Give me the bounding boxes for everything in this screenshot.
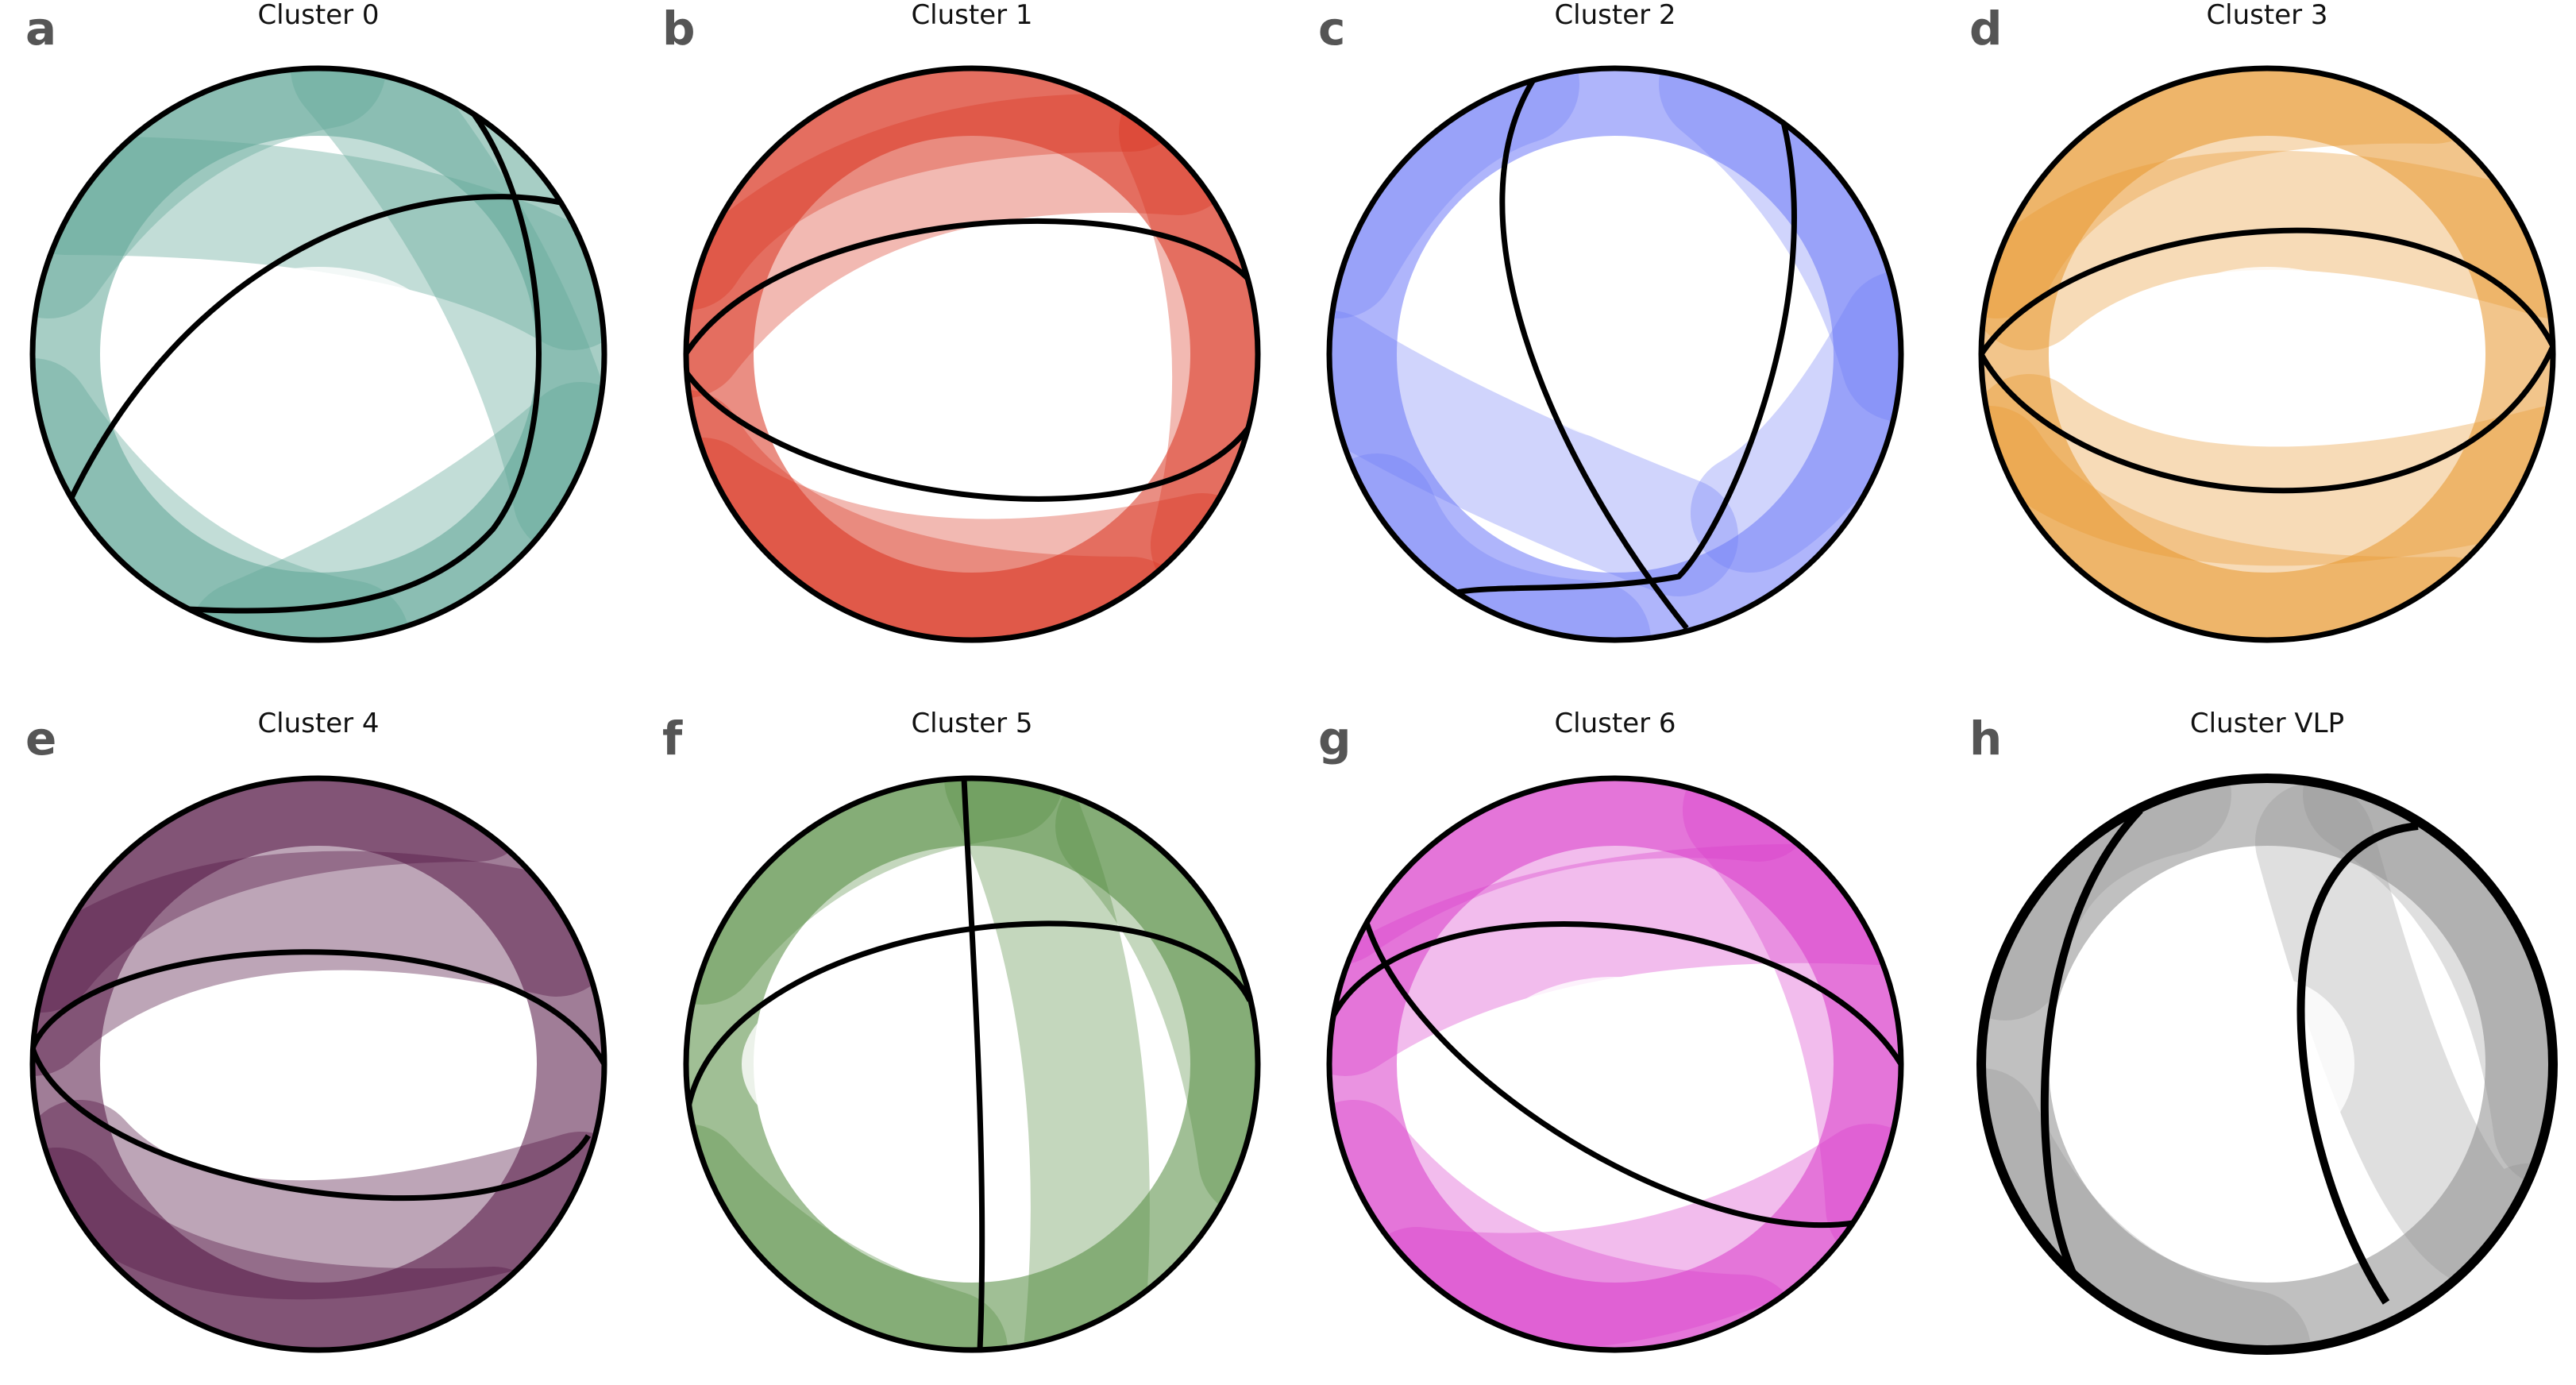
solution-band-3 [33, 68, 386, 318]
solution-band-2 [686, 93, 1238, 398]
nodal-plane-2 [1456, 115, 1797, 596]
panel-title: Cluster 5 [911, 708, 1032, 739]
panel-h: h Cluster VLP [1969, 708, 2558, 1355]
dilatation-region [183, 977, 453, 1152]
solution-band-3 [33, 1100, 604, 1300]
nodal-plane-2 [686, 920, 1253, 1128]
solution-band-1 [1329, 1100, 1802, 1350]
solution-band-2 [1659, 68, 1901, 422]
nodal-plane-1 [1981, 227, 2553, 356]
dilatation-region [837, 267, 1107, 442]
panel-letter: b [662, 2, 696, 56]
solution-band-1 [33, 358, 410, 640]
solution-band-4 [1357, 1124, 1901, 1350]
nodal-plane-2 [1981, 345, 2553, 494]
panel-title: Cluster 3 [2206, 0, 2327, 31]
panel-title: Cluster 6 [1554, 708, 1676, 739]
panel-title: Cluster 1 [911, 0, 1032, 31]
dilatation-region [742, 977, 1012, 1152]
solution-band-2 [2303, 778, 2553, 1187]
solution-band-2 [944, 778, 1150, 1350]
panel-f: f Cluster 5 [662, 708, 1261, 1353]
nodal-plane-1 [1499, 75, 1689, 631]
beachball-outline [683, 775, 1261, 1353]
nodal-plane-2 [33, 1047, 591, 1202]
solution-band-3 [1055, 778, 1258, 1219]
beachball-outline [1978, 65, 2556, 643]
panel-letter: g [1318, 712, 1352, 766]
panel-e: e Cluster 4 [25, 708, 607, 1353]
nodal-plane-2 [2296, 822, 2419, 1305]
solution-band-2 [1981, 150, 2553, 350]
dilatation-region [1480, 977, 1750, 1152]
solution-band-4 [187, 382, 604, 640]
nodal-plane-2 [175, 106, 542, 614]
nodal-plane-1 [33, 949, 604, 1066]
panel-title: Cluster 4 [257, 708, 379, 739]
solution-band-3 [686, 438, 1258, 638]
nodal-plane-1 [61, 194, 565, 515]
dilatation-region [2180, 977, 2354, 1152]
panel-b: b Cluster 1 [662, 0, 1261, 643]
panel-title: Cluster 0 [257, 0, 379, 31]
solution-band-2 [33, 851, 604, 1076]
solution-band-3 [1329, 311, 1738, 596]
solution-band-4 [1691, 271, 1901, 573]
panel-a: a Cluster 0 [25, 0, 607, 643]
beachball-fill [33, 68, 604, 640]
dilatation-region [2132, 267, 2402, 442]
dilatation-region [1496, 203, 1766, 442]
solution-band-3 [1981, 374, 2553, 566]
panel-letter: e [25, 712, 56, 766]
panel-title: Cluster VLP [2190, 708, 2344, 739]
nodal-plane-1 [686, 218, 1258, 388]
panel-title: Cluster 2 [1554, 0, 1676, 31]
panel-letter: h [1969, 712, 2002, 766]
panel-letter: a [25, 2, 56, 56]
beachball-outline [1976, 774, 2558, 1355]
solution-band-0 [1981, 68, 2493, 318]
nodal-plane-1 [1358, 901, 1854, 1229]
beachball-outline [683, 65, 1261, 643]
solution-band-3 [1683, 778, 1901, 1267]
panel-letter: f [662, 712, 683, 766]
beachball-outline [1326, 65, 1904, 643]
beachball-outline [29, 775, 607, 1353]
panel-letter: c [1318, 2, 1345, 56]
nodal-plane-1 [961, 778, 985, 1350]
dilatation-region [183, 267, 453, 442]
solution-band-2 [291, 68, 604, 557]
beachball-outline [29, 65, 607, 643]
beachball-outline [1326, 775, 1904, 1353]
panel-letter: d [1969, 2, 2003, 56]
nodal-plane-2 [1329, 921, 1901, 1066]
panel-g: g Cluster 6 [1318, 708, 1904, 1353]
nodal-plane-2 [686, 338, 1258, 502]
solution-band-4 [1119, 72, 1258, 604]
panel-c: c Cluster 2 [1318, 0, 1904, 643]
panel-d: d Cluster 3 [1969, 0, 2556, 643]
